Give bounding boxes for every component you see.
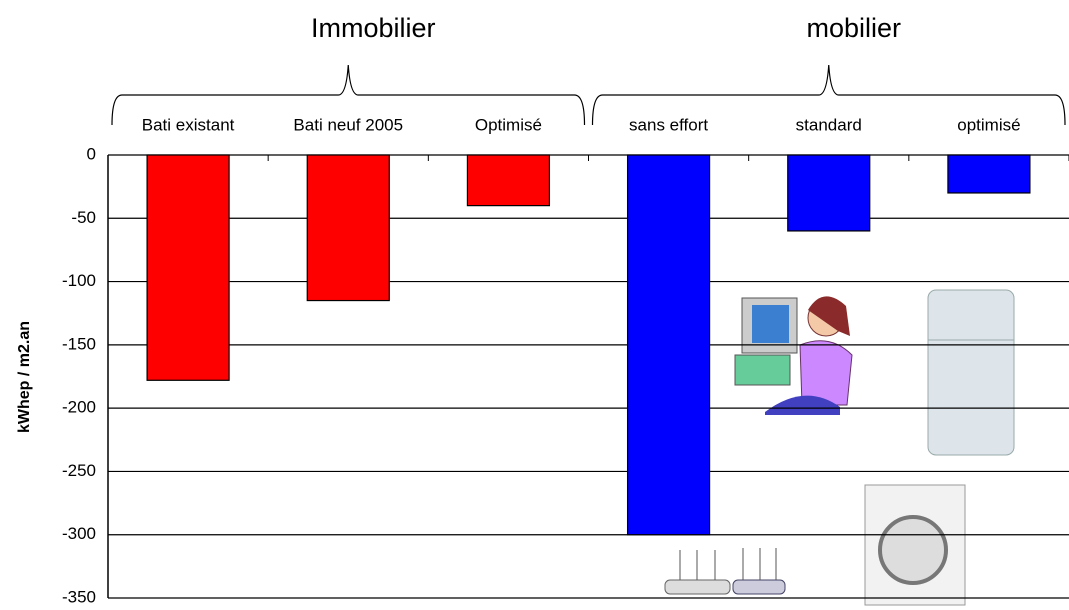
group-brace — [111, 64, 586, 126]
y-tick-label: 0 — [87, 144, 96, 163]
group-brace — [591, 64, 1066, 126]
x-tick-label: Bati existant — [142, 115, 235, 134]
x-tick-label: Optimisé — [475, 115, 542, 134]
group-label: mobilier — [806, 13, 901, 43]
x-tick-label: optimisé — [957, 115, 1020, 134]
bar — [146, 154, 230, 381]
y-tick-label: -100 — [62, 271, 96, 290]
y-axis-label: kWhep / m2.an — [16, 321, 33, 433]
group-label: Immobilier — [311, 13, 436, 43]
bar — [787, 154, 871, 232]
x-tick-label: standard — [796, 115, 862, 134]
bar — [306, 154, 390, 302]
x-tick-label: sans effort — [629, 115, 708, 134]
bar — [947, 154, 1031, 194]
y-tick-label: -200 — [62, 398, 96, 417]
decorations — [664, 289, 1015, 606]
y-tick-label: -350 — [62, 587, 96, 606]
bar — [466, 154, 551, 207]
y-tick-label: -150 — [62, 334, 96, 353]
y-tick-label: -300 — [62, 524, 96, 543]
y-tick-label: -50 — [71, 208, 96, 227]
x-tick-label: Bati neuf 2005 — [293, 115, 403, 134]
y-tick-label: -250 — [62, 461, 96, 480]
bar — [626, 154, 711, 536]
